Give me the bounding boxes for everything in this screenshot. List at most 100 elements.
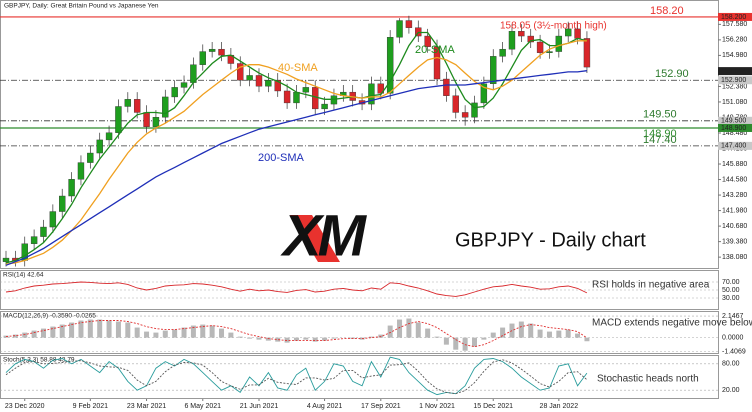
candle-body xyxy=(237,63,244,81)
candle-body xyxy=(218,48,225,56)
candle-body xyxy=(499,48,506,57)
candle-body xyxy=(583,38,591,68)
histogram-bar xyxy=(322,337,328,341)
histogram-bar xyxy=(500,327,506,338)
candle-body xyxy=(68,179,75,197)
candle-body xyxy=(2,257,10,262)
candle-body xyxy=(49,211,57,228)
histogram-bar xyxy=(97,319,103,338)
candle-body xyxy=(565,28,572,37)
x-tick-label: 6 May 2021 xyxy=(184,403,221,410)
candle-body xyxy=(321,103,328,110)
candle-body xyxy=(527,35,534,43)
histogram-bar xyxy=(462,337,468,351)
candle-body xyxy=(133,99,141,113)
level-axis-label: 147.400 xyxy=(721,143,746,150)
histogram-bar xyxy=(228,332,234,338)
candle-body xyxy=(265,80,272,87)
y-tick-label: 143.280 xyxy=(722,192,747,199)
histogram-bar xyxy=(247,337,253,339)
histogram-bar xyxy=(12,334,18,338)
candle-body xyxy=(274,80,281,92)
candle-body xyxy=(443,78,450,96)
level-axis-label: 148.900 xyxy=(721,125,746,132)
candle-body xyxy=(480,83,488,104)
histogram-bar xyxy=(31,330,37,338)
candle-body xyxy=(208,48,216,52)
histogram-bar xyxy=(406,318,412,338)
x-tick-label: 15 Dec 2021 xyxy=(473,403,513,410)
candle-body xyxy=(312,87,319,110)
histogram-bar xyxy=(528,323,534,338)
x-tick-label: 28 Jan 2022 xyxy=(540,403,579,410)
indicator-line xyxy=(5,356,588,396)
candle-body xyxy=(508,31,516,50)
candle-body xyxy=(246,75,253,81)
indicator-line xyxy=(5,320,588,348)
y-tick-label: 156.280 xyxy=(722,37,747,44)
y-tick-label: 138.080 xyxy=(722,254,747,261)
level-axis-label: 152.900 xyxy=(721,77,746,84)
y-tick-label: 151.080 xyxy=(722,99,747,106)
level-axis-label: 158.200 xyxy=(721,14,746,21)
candle-body xyxy=(77,162,85,180)
candle-body xyxy=(452,95,459,113)
level-label: 158.20 xyxy=(650,5,684,17)
header: GBPJPY, Daily: Great Britain Pound vs Ja… xyxy=(4,3,159,10)
x-tick-label: 21 Jun 2021 xyxy=(240,403,279,410)
level-label: 147.40 xyxy=(643,134,677,146)
y-tick-label: 30.00 xyxy=(722,295,740,302)
indicator-line xyxy=(5,359,588,395)
histogram-bar xyxy=(78,320,84,338)
histogram-bar xyxy=(134,327,140,338)
annotation: 158.05 (3½-month high) xyxy=(500,21,607,32)
histogram-bar xyxy=(125,322,131,338)
histogram-bar xyxy=(153,332,159,338)
histogram-bar xyxy=(69,322,75,338)
histogram-bar xyxy=(209,325,215,338)
histogram-bar xyxy=(546,331,552,338)
candle-body xyxy=(424,35,431,47)
candle-body xyxy=(471,102,478,118)
histogram-bar xyxy=(565,329,571,338)
candle-body xyxy=(30,236,38,244)
histogram-bar xyxy=(556,330,562,338)
histogram-bar xyxy=(350,337,356,339)
logo: XM xyxy=(280,203,368,268)
logo-mark xyxy=(290,215,340,262)
histogram-bar xyxy=(368,336,374,338)
candle-body xyxy=(255,75,263,87)
price-panel xyxy=(0,0,719,269)
candle-body xyxy=(180,82,188,88)
histogram-bar xyxy=(87,319,93,338)
sma-line xyxy=(5,40,587,265)
candle-body xyxy=(40,226,47,237)
level-axis-label: 149.500 xyxy=(721,118,746,125)
histogram-bar xyxy=(312,337,318,342)
candle-body xyxy=(59,195,66,212)
y-tick-label: 50.00 xyxy=(722,287,740,294)
x-tick-label: 23 Dec 2020 xyxy=(5,403,45,410)
y-tick-label: 141.980 xyxy=(722,207,747,214)
level-axis-box xyxy=(718,76,752,85)
x-tick-label: 17 Sep 2021 xyxy=(361,403,401,410)
indicator-line xyxy=(5,281,588,297)
histogram-bar xyxy=(200,324,206,338)
candle-body xyxy=(396,20,403,38)
y-tick-label: 157.580 xyxy=(722,21,747,28)
candle-body xyxy=(171,87,178,98)
level-axis-box xyxy=(718,123,752,132)
candle-body xyxy=(546,51,553,53)
candle-body xyxy=(490,56,497,85)
histogram-bar xyxy=(106,320,112,338)
y-tick-label: 152.380 xyxy=(722,83,747,90)
y-tick-label: 70.00 xyxy=(722,279,740,286)
candle-body xyxy=(405,20,413,28)
histogram-bar xyxy=(453,337,459,350)
histogram-bar xyxy=(50,326,56,338)
panel-title: Stoch(5,3,3) 58.88 43.79 xyxy=(3,357,75,364)
histogram-bar xyxy=(219,328,225,338)
candle-body xyxy=(536,41,544,53)
x-tick-label: 4 Aug 2021 xyxy=(307,403,343,410)
candle-body xyxy=(152,117,160,127)
